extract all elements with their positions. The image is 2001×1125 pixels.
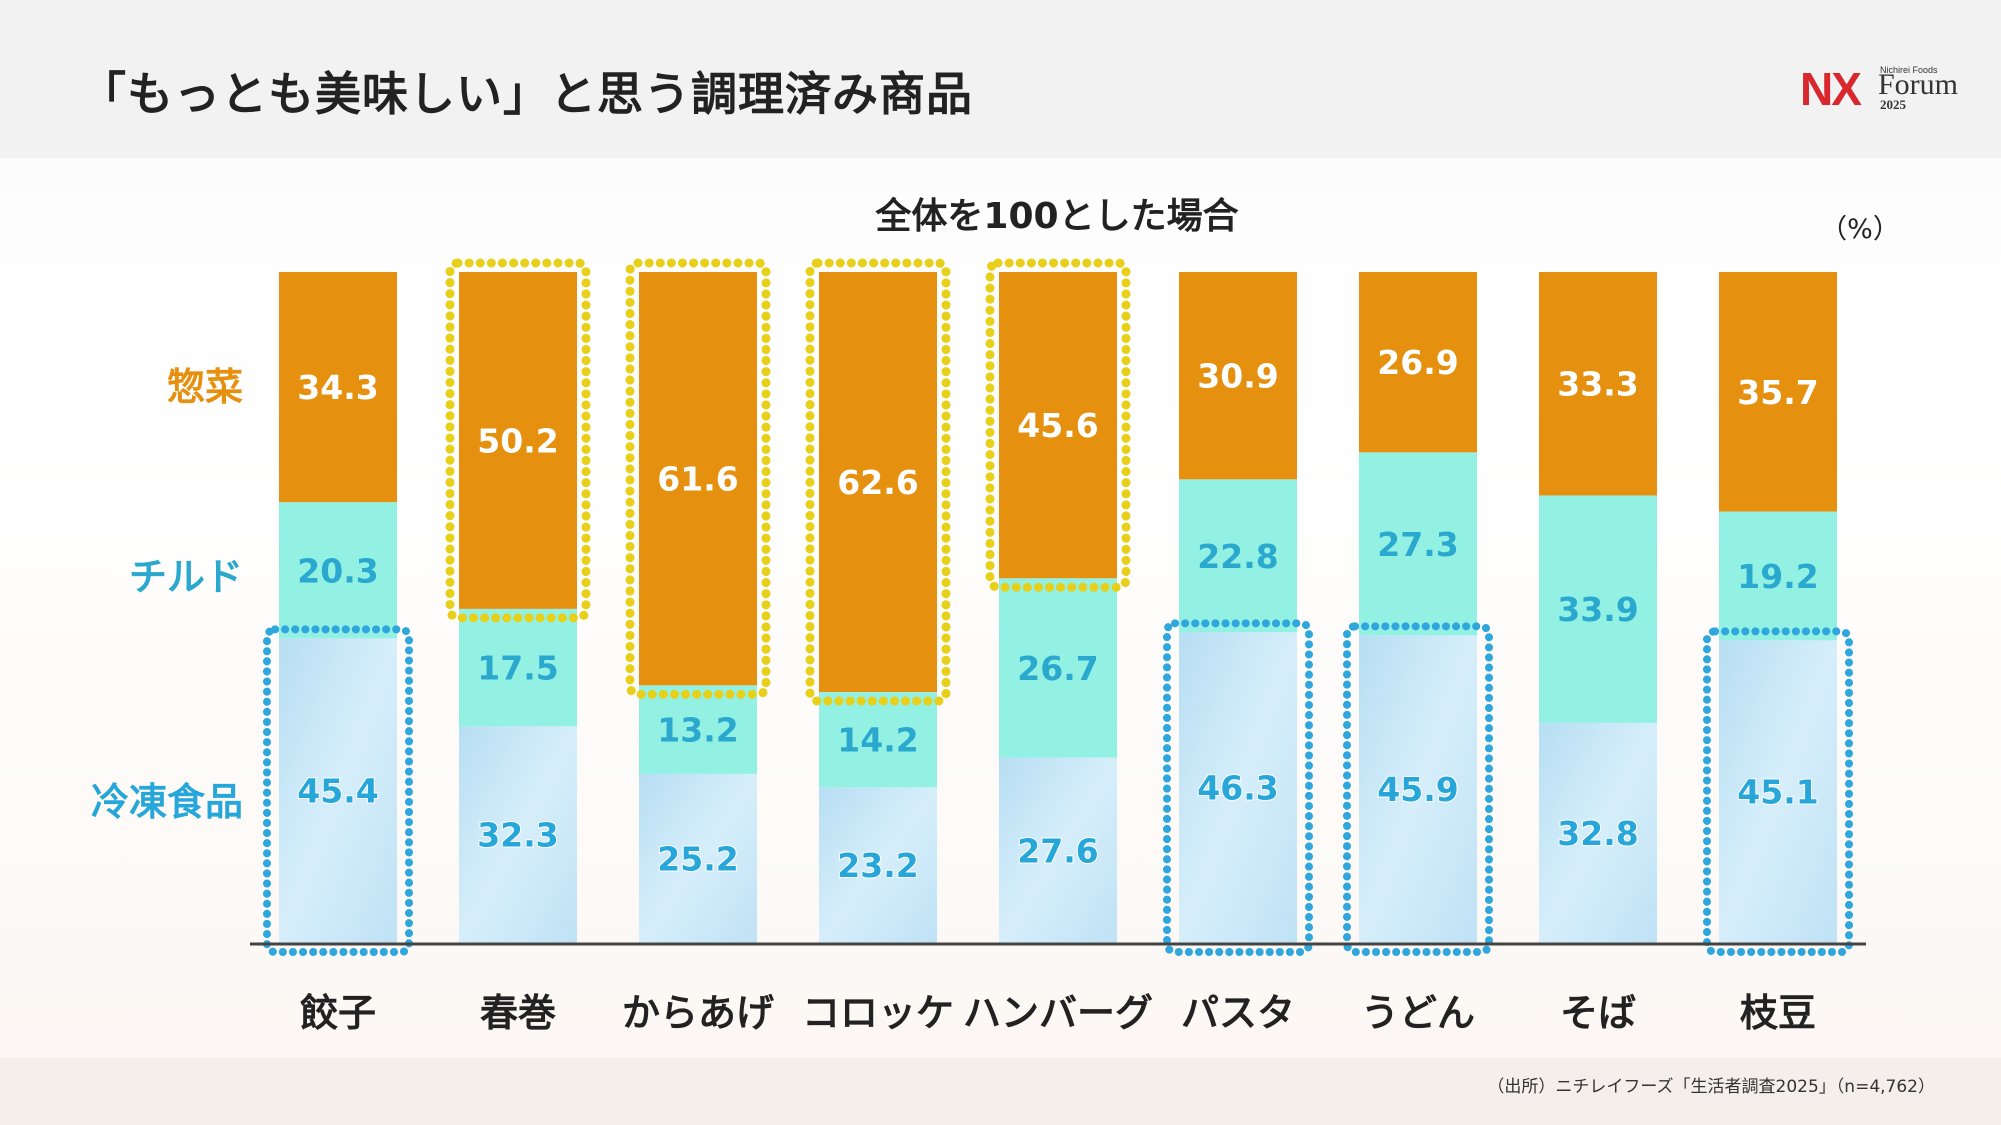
bar-segment-frozen <box>1359 635 1477 943</box>
value-label-frozen: 45.4 <box>297 772 378 811</box>
highlight-frozen-frame <box>263 625 413 957</box>
category-label: 枝豆 <box>1740 991 1816 1035</box>
bar-segment-souzai <box>999 272 1117 579</box>
value-label-souzai: 30.9 <box>1197 357 1278 396</box>
bar-segment-frozen <box>639 773 757 943</box>
value-label-frozen: 25.2 <box>657 839 738 878</box>
value-label-souzai: 45.6 <box>1017 406 1098 445</box>
value-label-frozen: 23.2 <box>837 846 918 885</box>
value-label-chilled: 19.2 <box>1737 557 1818 596</box>
bar-segment-frozen <box>1539 722 1657 943</box>
value-label-chilled: 26.7 <box>1017 649 1098 688</box>
bar-segment-frozen <box>1719 640 1837 943</box>
category-label: コロッケ <box>802 991 954 1035</box>
highlight-souzai-frame <box>805 258 951 706</box>
category-label: そば <box>1560 991 1636 1035</box>
chart-subtitle: 全体を100とした場合 <box>874 195 1238 237</box>
highlight-souzai-frame <box>445 258 591 623</box>
category-label: うどん <box>1361 991 1475 1035</box>
value-label-souzai: 35.7 <box>1737 373 1818 412</box>
bar-segment-chilled <box>639 685 757 774</box>
value-label-chilled: 13.2 <box>657 711 738 750</box>
bar-segment-souzai <box>459 272 577 609</box>
value-label-souzai: 26.9 <box>1377 343 1458 382</box>
value-label-frozen: 32.3 <box>477 816 558 855</box>
header-band <box>0 0 2001 158</box>
value-label-chilled: 14.2 <box>837 721 918 760</box>
highlight-souzai-frame <box>985 258 1131 592</box>
bar-segment-souzai <box>1179 272 1297 480</box>
highlight-frozen-frame <box>1163 619 1313 957</box>
bar-segment-chilled <box>1359 452 1477 636</box>
bars-layer <box>279 272 1837 943</box>
value-label-frozen: 32.8 <box>1557 814 1638 853</box>
value-label-frozen: 27.6 <box>1017 831 1098 870</box>
value-labels-layer: 45.4 20.3 34.3 32.3 17.5 50.2 25.2 13.2 61.6 23.2… <box>296 343 1819 886</box>
bar-segment-chilled <box>459 608 577 727</box>
bar-segment-chilled <box>819 692 937 788</box>
series-row-label: 冷凍食品 <box>91 780 243 824</box>
category-label: からあげ <box>622 991 774 1035</box>
bar-segment-chilled <box>999 578 1117 758</box>
series-row-label: 惣菜 <box>167 365 243 409</box>
footer-band <box>0 1058 2001 1125</box>
value-label-chilled: 22.8 <box>1197 537 1278 576</box>
value-label-souzai: 50.2 <box>477 421 558 460</box>
bar-segment-souzai <box>1359 272 1477 453</box>
bar-segment-frozen <box>819 787 937 943</box>
category-label: ハンバーグ <box>963 991 1153 1035</box>
value-label-chilled: 33.9 <box>1557 590 1638 629</box>
bar-segment-frozen <box>279 638 397 943</box>
logo-company: Nichirei Foods <box>1880 65 1938 75</box>
logo-year: 2025 <box>1880 97 1906 112</box>
bar-segment-chilled <box>279 502 397 639</box>
series-row-label: チルド <box>129 555 243 599</box>
bar-segment-souzai <box>639 272 757 686</box>
category-label: 春巻 <box>480 991 556 1035</box>
nx-forum-logo: NX Nichirei Foods Forum 2025 <box>1800 60 1960 115</box>
category-labels-layer: 餃子 春巻 からあげ コロッケ ハンバーグ パスタ うどん そば 枝豆 <box>300 991 1816 1035</box>
unit-label: （%） <box>1820 214 1900 245</box>
value-label-souzai: 62.6 <box>837 463 918 502</box>
category-label: パスタ <box>1181 991 1295 1035</box>
highlights-layer <box>263 258 1853 957</box>
source-note: （出所）ニチレイフーズ「生活者調査2025」（n=4,762） <box>1487 1077 1935 1097</box>
value-label-chilled: 17.5 <box>477 649 558 688</box>
page-title: 「もっとも美味しい」と思う調理済み商品 <box>80 67 973 121</box>
value-label-frozen: 45.9 <box>1377 770 1458 809</box>
logo-nx: NX <box>1800 63 1862 115</box>
bar-segment-frozen <box>459 726 577 943</box>
value-label-souzai: 33.3 <box>1557 365 1638 404</box>
logo-forum: Forum <box>1878 68 1959 101</box>
bar-segment-souzai <box>279 272 397 503</box>
bar-segment-frozen <box>999 757 1117 943</box>
bar-segment-souzai <box>1719 272 1837 512</box>
bar-segment-chilled <box>1179 479 1297 633</box>
highlight-frozen-frame <box>1343 622 1493 956</box>
value-label-souzai: 61.6 <box>657 460 738 499</box>
highlight-frozen-frame <box>1703 627 1853 957</box>
bar-segment-chilled <box>1539 495 1657 723</box>
value-label-chilled: 20.3 <box>297 551 378 590</box>
bar-segment-frozen <box>1179 632 1297 943</box>
value-label-souzai: 34.3 <box>297 368 378 407</box>
value-label-frozen: 46.3 <box>1197 769 1278 808</box>
highlight-souzai-frame <box>625 258 771 699</box>
value-label-frozen: 45.1 <box>1737 773 1818 812</box>
bar-segment-souzai <box>819 272 937 693</box>
value-label-chilled: 27.3 <box>1377 525 1458 564</box>
category-label: 餃子 <box>300 991 376 1035</box>
bar-segment-souzai <box>1539 272 1657 496</box>
bar-segment-chilled <box>1719 511 1837 641</box>
